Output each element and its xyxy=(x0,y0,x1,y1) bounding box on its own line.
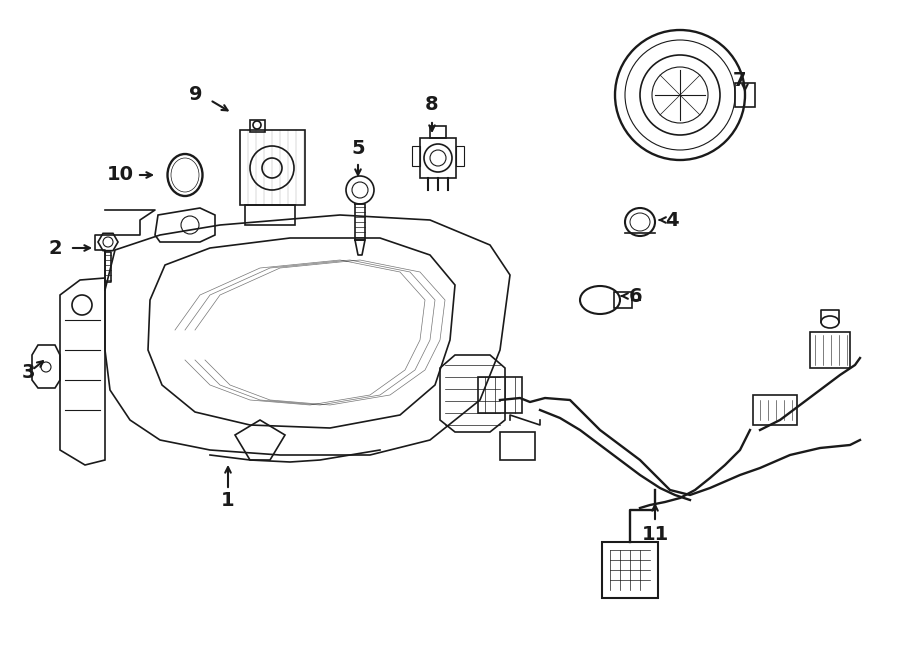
Text: 10: 10 xyxy=(106,165,133,184)
Text: 7: 7 xyxy=(734,71,747,89)
Bar xyxy=(412,146,420,166)
Bar xyxy=(456,146,464,166)
Bar xyxy=(245,205,295,225)
Text: 1: 1 xyxy=(221,490,235,510)
Bar xyxy=(478,377,522,413)
Bar xyxy=(810,332,850,368)
Bar xyxy=(753,395,797,425)
Bar xyxy=(420,138,456,178)
Bar xyxy=(602,542,658,598)
Text: 3: 3 xyxy=(22,364,35,383)
Text: 2: 2 xyxy=(49,239,62,258)
Text: 4: 4 xyxy=(665,210,679,229)
Text: 9: 9 xyxy=(189,85,202,104)
Text: 5: 5 xyxy=(351,139,364,157)
Bar xyxy=(614,292,632,308)
Bar xyxy=(430,126,446,138)
Text: 8: 8 xyxy=(425,95,439,114)
Bar xyxy=(250,120,265,132)
Bar xyxy=(240,130,305,205)
Text: 11: 11 xyxy=(642,525,669,545)
Bar xyxy=(500,432,535,460)
Text: 6: 6 xyxy=(629,286,643,305)
